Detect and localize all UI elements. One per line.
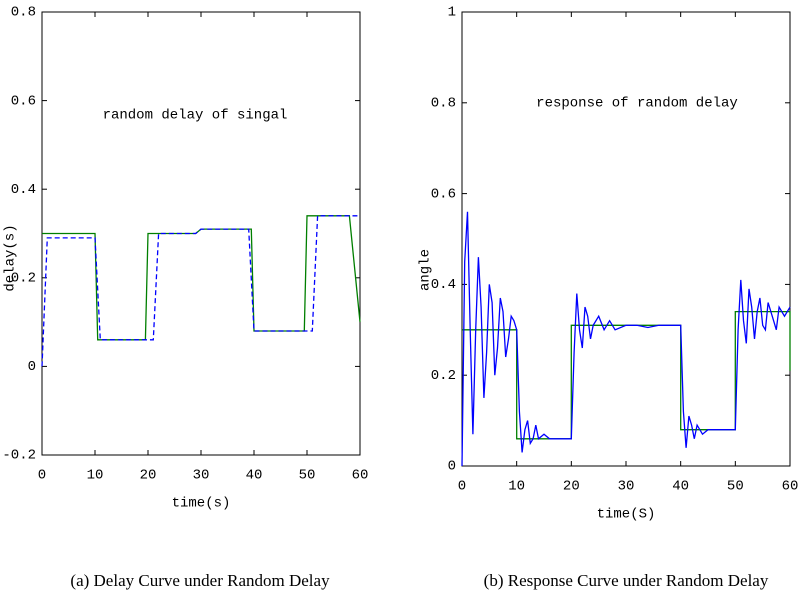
x-tick-label: 0 xyxy=(458,479,466,495)
x-tick-label: 40 xyxy=(672,479,689,495)
caption: (b) Response Curve under Random Delay xyxy=(484,571,769,590)
x-tick-label: 30 xyxy=(618,479,635,495)
x-tick-label: 50 xyxy=(727,479,744,495)
x-tick-label: 10 xyxy=(508,479,525,495)
x-tick-label: 30 xyxy=(193,468,210,484)
annotation: response of random delay xyxy=(536,96,738,112)
y-tick-label: 0.4 xyxy=(11,182,36,198)
x-tick-label: 60 xyxy=(782,479,799,495)
y-tick-label: 0.2 xyxy=(11,271,36,287)
plot-area xyxy=(461,11,791,467)
annotation: random delay of singal xyxy=(103,108,288,124)
y-axis-label: delay(s) xyxy=(3,224,19,291)
y-tick-label: 1 xyxy=(448,5,456,21)
y-tick-label: 0.8 xyxy=(431,96,456,112)
y-axis-label: angle xyxy=(418,249,434,291)
y-tick-label: -0.2 xyxy=(2,448,36,464)
y-tick-label: 0.8 xyxy=(11,5,36,21)
x-tick-label: 20 xyxy=(563,479,580,495)
x-axis-label: time(S) xyxy=(597,507,656,523)
x-tick-label: 50 xyxy=(299,468,316,484)
y-tick-label: 0.6 xyxy=(11,93,36,109)
y-tick-label: 0.2 xyxy=(431,368,456,384)
caption: (a) Delay Curve under Random Delay xyxy=(70,571,330,590)
x-tick-label: 0 xyxy=(38,468,46,484)
y-tick-label: 0 xyxy=(448,459,456,475)
x-tick-label: 10 xyxy=(87,468,104,484)
x-tick-label: 40 xyxy=(246,468,263,484)
x-axis-label: time(s) xyxy=(172,496,231,512)
y-tick-label: 0 xyxy=(28,359,36,375)
data-line xyxy=(461,211,791,467)
y-tick-label: 0.4 xyxy=(431,277,456,293)
x-tick-label: 20 xyxy=(140,468,157,484)
data-line xyxy=(41,215,358,367)
y-tick-label: 0.6 xyxy=(431,186,456,202)
x-tick-label: 60 xyxy=(352,468,369,484)
